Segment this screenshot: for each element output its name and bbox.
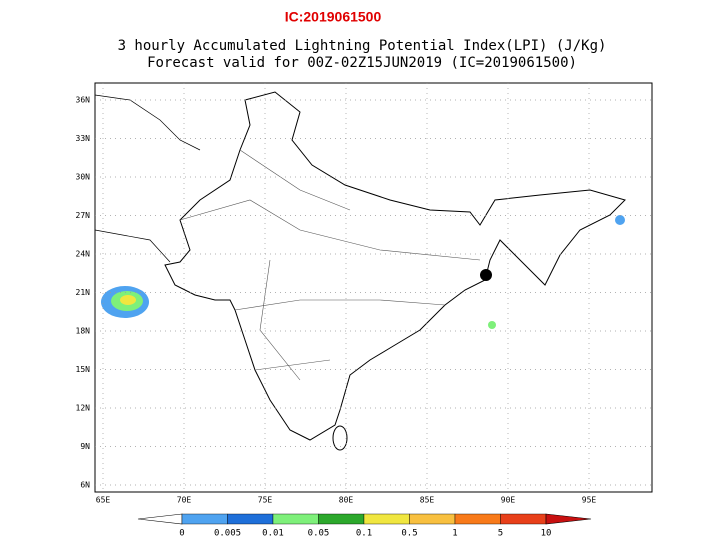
india-outline xyxy=(164,91,626,441)
colorbar-box xyxy=(318,513,365,525)
map-frame xyxy=(94,82,653,493)
lat-label: 33N xyxy=(76,134,91,143)
colorbar-box xyxy=(363,513,410,525)
colorbar-box xyxy=(181,513,228,525)
lon-label: 90E xyxy=(501,496,516,505)
colorbar-arrow xyxy=(545,513,592,525)
lat-label: 18N xyxy=(76,327,91,336)
lat-label: 30N xyxy=(76,173,91,182)
bangladesh-fill xyxy=(480,269,492,281)
sri-lanka xyxy=(332,425,348,451)
colorbar-box xyxy=(409,513,456,525)
lpi-cell xyxy=(120,295,136,305)
state-borders xyxy=(179,149,481,381)
lat-label: 9N xyxy=(80,442,90,451)
coastline xyxy=(94,94,201,263)
colorbar-box xyxy=(227,513,274,525)
lat-label: 27N xyxy=(76,211,91,220)
lon-label: 65E xyxy=(96,496,111,505)
colorbar-label: 5 xyxy=(498,529,503,539)
colorbar-box xyxy=(272,513,319,525)
lon-label: 75E xyxy=(258,496,273,505)
lat-label: 21N xyxy=(76,288,91,297)
lpi-cell xyxy=(615,215,625,225)
colorbar-label: 10 xyxy=(541,529,552,539)
lon-labels: 65E 70E 75E 80E 85E 90E 95E xyxy=(96,83,597,505)
colorbar-arrow xyxy=(137,513,183,525)
lon-label: 70E xyxy=(177,496,192,505)
title-line: 3 hourly Accumulated Lightning Potential… xyxy=(118,38,607,54)
colorbar-label: 0 xyxy=(179,529,184,539)
lat-label: 12N xyxy=(76,404,91,413)
lat-label: 24N xyxy=(76,250,91,259)
lat-label: 15N xyxy=(76,365,91,374)
colorbar-label: 0.01 xyxy=(262,529,284,539)
colorbar: 0 0.005 0.01 0.05 0.1 0.5 1 5 10 xyxy=(137,513,592,539)
colorbar-label: 0.05 xyxy=(308,529,330,539)
lat-label: 36N xyxy=(76,96,91,105)
colorbar-label: 0.1 xyxy=(356,529,372,539)
lpi-cell xyxy=(488,321,496,329)
colorbar-label: 0.5 xyxy=(401,529,417,539)
colorbar-box xyxy=(500,513,547,525)
ic-label: IC:2019061500 xyxy=(285,9,382,25)
lon-label: 85E xyxy=(420,496,435,505)
lon-label: 80E xyxy=(339,496,354,505)
colorbar-label: 1 xyxy=(452,529,457,539)
colorbar-box xyxy=(454,513,501,525)
lat-labels: 36N 33N 30N 27N 24N 21N 18N 15N 12N 9N 6N xyxy=(76,96,652,490)
lat-label: 6N xyxy=(80,481,90,490)
title-line: Forecast valid for 00Z-02Z15JUN2019 (IC=… xyxy=(147,55,577,71)
lon-label: 95E xyxy=(582,496,597,505)
colorbar-label: 0.005 xyxy=(214,529,241,539)
